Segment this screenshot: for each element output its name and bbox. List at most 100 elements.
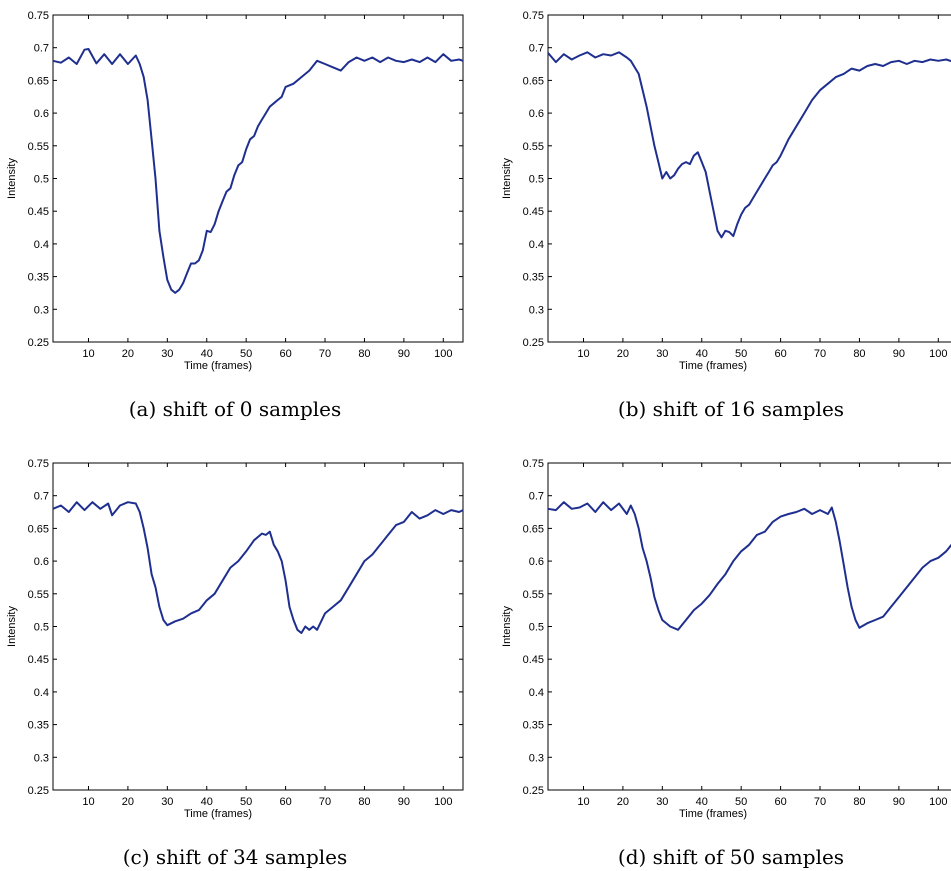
y-axis-label-d: Intensity xyxy=(501,606,513,647)
y-tick-label-b-0: 0.25 xyxy=(523,337,544,349)
y-tick-label-d-3: 0.4 xyxy=(529,687,544,699)
x-tick-label-d-7: 80 xyxy=(853,796,865,808)
plot-frame-d xyxy=(547,462,951,791)
x-tick-label-d-6: 70 xyxy=(814,796,826,808)
y-tick-label-d-1: 0.3 xyxy=(529,752,544,764)
y-tick-label-d-8: 0.65 xyxy=(523,523,544,535)
y-tick-label-b-9: 0.7 xyxy=(529,43,544,55)
caption-a: (a) shift of 0 samples xyxy=(129,397,342,421)
x-axis-label-c: Time (frames) xyxy=(184,808,252,820)
x-tick-label-d-4: 50 xyxy=(735,796,747,808)
y-tick-label-a-8: 0.65 xyxy=(28,75,49,87)
x-tick-label-a-0: 10 xyxy=(82,348,94,360)
x-tick-label-d-9: 100 xyxy=(929,796,947,808)
x-tick-label-d-2: 30 xyxy=(656,796,668,808)
y-tick-label-b-1: 0.3 xyxy=(529,304,544,316)
x-tick-label-a-4: 50 xyxy=(240,348,252,360)
y-tick-label-a-2: 0.35 xyxy=(28,272,49,284)
x-tick-label-c-2: 30 xyxy=(161,796,173,808)
y-tick-label-c-10: 0.75 xyxy=(28,458,49,470)
y-tick-label-c-1: 0.3 xyxy=(34,752,49,764)
y-tick-label-b-2: 0.35 xyxy=(523,272,544,284)
y-tick-label-a-6: 0.55 xyxy=(28,141,49,153)
y-tick-label-b-5: 0.5 xyxy=(529,174,544,186)
x-tick-label-c-0: 10 xyxy=(82,796,94,808)
x-tick-label-d-5: 60 xyxy=(774,796,786,808)
x-tick-label-b-9: 100 xyxy=(929,348,947,360)
y-tick-label-a-0: 0.25 xyxy=(28,337,49,349)
y-tick-label-d-2: 0.35 xyxy=(523,720,544,732)
y-tick-label-c-9: 0.7 xyxy=(34,491,49,503)
y-tick-label-a-5: 0.5 xyxy=(34,174,49,186)
x-tick-label-c-3: 40 xyxy=(201,796,213,808)
x-tick-label-a-7: 80 xyxy=(358,348,370,360)
x-tick-label-b-5: 60 xyxy=(774,348,786,360)
x-tick-label-a-1: 20 xyxy=(122,348,134,360)
x-axis-label-d: Time (frames) xyxy=(679,808,747,820)
y-tick-label-c-5: 0.5 xyxy=(34,622,49,634)
series-line-c xyxy=(52,501,464,634)
x-tick-label-c-4: 50 xyxy=(240,796,252,808)
y-tick-label-c-8: 0.65 xyxy=(28,523,49,535)
y-tick-label-b-8: 0.65 xyxy=(523,75,544,87)
x-tick-label-b-3: 40 xyxy=(696,348,708,360)
y-tick-label-c-4: 0.45 xyxy=(28,654,49,666)
chart-panel-c: (c) shift of 34 samples 0.25 0.3 0.35 0.4 0.… xyxy=(6,458,464,869)
x-tick-label-b-8: 90 xyxy=(893,348,905,360)
y-tick-label-c-6: 0.55 xyxy=(28,589,49,601)
series-line-d xyxy=(547,501,951,631)
y-tick-label-d-0: 0.25 xyxy=(523,785,544,797)
y-tick-label-d-7: 0.6 xyxy=(529,556,544,568)
x-tick-label-c-8: 90 xyxy=(398,796,410,808)
y-tick-label-b-10: 0.75 xyxy=(523,10,544,22)
y-tick-label-c-0: 0.25 xyxy=(28,785,49,797)
y-tick-label-d-10: 0.75 xyxy=(523,458,544,470)
y-tick-label-d-6: 0.55 xyxy=(523,589,544,601)
x-tick-label-d-1: 20 xyxy=(617,796,629,808)
x-tick-label-b-1: 20 xyxy=(617,348,629,360)
series-line-b xyxy=(547,51,951,239)
y-tick-label-b-3: 0.4 xyxy=(529,239,544,251)
x-tick-label-a-8: 90 xyxy=(398,348,410,360)
x-tick-label-c-1: 20 xyxy=(122,796,134,808)
y-tick-label-b-4: 0.45 xyxy=(523,206,544,218)
x-tick-label-a-9: 100 xyxy=(434,348,452,360)
y-tick-label-a-1: 0.3 xyxy=(34,304,49,316)
y-tick-label-c-2: 0.35 xyxy=(28,720,49,732)
x-tick-label-b-4: 50 xyxy=(735,348,747,360)
x-tick-label-c-6: 70 xyxy=(319,796,331,808)
x-tick-label-d-0: 10 xyxy=(577,796,589,808)
y-tick-label-c-7: 0.6 xyxy=(34,556,49,568)
chart-panel-a: (a) shift of 0 samples 0.25 0.3 0.35 0.4 0.4… xyxy=(6,10,464,421)
series-line-a xyxy=(52,48,464,294)
y-tick-label-b-7: 0.6 xyxy=(529,108,544,120)
x-tick-label-c-7: 80 xyxy=(358,796,370,808)
chart-panel-b: (b) shift of 16 samples 0.25 0.3 0.35 0.4 0.… xyxy=(501,10,951,421)
x-tick-label-a-5: 60 xyxy=(279,348,291,360)
plot-frame-a xyxy=(52,14,464,343)
caption-d: (d) shift of 50 samples xyxy=(618,845,844,869)
chart-panel-d: (d) shift of 50 samples 0.25 0.3 0.35 0.4 0.… xyxy=(501,458,951,869)
y-tick-label-a-9: 0.7 xyxy=(34,43,49,55)
x-axis-label-a: Time (frames) xyxy=(184,360,252,372)
x-axis-label-b: Time (frames) xyxy=(679,360,747,372)
y-axis-label-c: Intensity xyxy=(6,606,18,647)
x-tick-label-d-8: 90 xyxy=(893,796,905,808)
y-tick-label-a-7: 0.6 xyxy=(34,108,49,120)
caption-c: (c) shift of 34 samples xyxy=(123,845,348,869)
y-tick-label-d-9: 0.7 xyxy=(529,491,544,503)
y-tick-label-d-4: 0.45 xyxy=(523,654,544,666)
x-tick-label-b-7: 80 xyxy=(853,348,865,360)
caption-b: (b) shift of 16 samples xyxy=(618,397,844,421)
y-tick-label-a-10: 0.75 xyxy=(28,10,49,22)
x-tick-label-a-3: 40 xyxy=(201,348,213,360)
plot-frame-b xyxy=(547,14,951,343)
x-tick-label-b-6: 70 xyxy=(814,348,826,360)
y-tick-label-c-3: 0.4 xyxy=(34,687,49,699)
y-axis-label-b: Intensity xyxy=(501,158,513,199)
y-tick-label-b-6: 0.55 xyxy=(523,141,544,153)
y-tick-label-d-5: 0.5 xyxy=(529,622,544,634)
y-tick-label-a-4: 0.45 xyxy=(28,206,49,218)
x-tick-label-d-3: 40 xyxy=(696,796,708,808)
